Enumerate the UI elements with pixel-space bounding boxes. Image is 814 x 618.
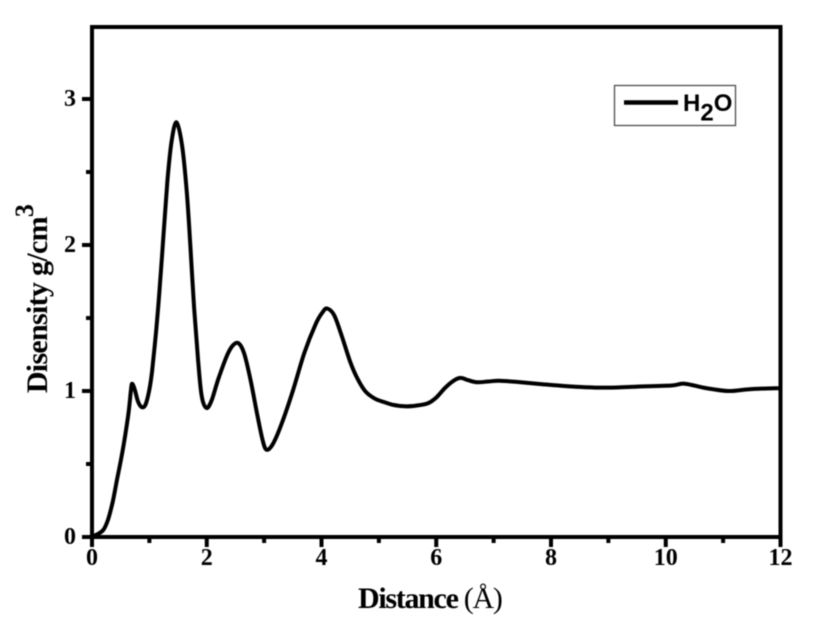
svg-text:2: 2 <box>201 545 213 571</box>
svg-text:8: 8 <box>545 545 557 571</box>
svg-text:0: 0 <box>64 524 76 550</box>
svg-text:Distance (Å): Distance (Å) <box>358 582 502 615</box>
svg-text:4: 4 <box>316 545 328 571</box>
svg-text:1: 1 <box>64 378 76 404</box>
svg-text:12: 12 <box>769 545 793 571</box>
svg-text:0: 0 <box>86 545 98 571</box>
svg-text:3: 3 <box>64 86 76 112</box>
svg-text:6: 6 <box>430 545 442 571</box>
svg-text:10: 10 <box>654 545 678 571</box>
svg-text:2: 2 <box>64 232 76 258</box>
